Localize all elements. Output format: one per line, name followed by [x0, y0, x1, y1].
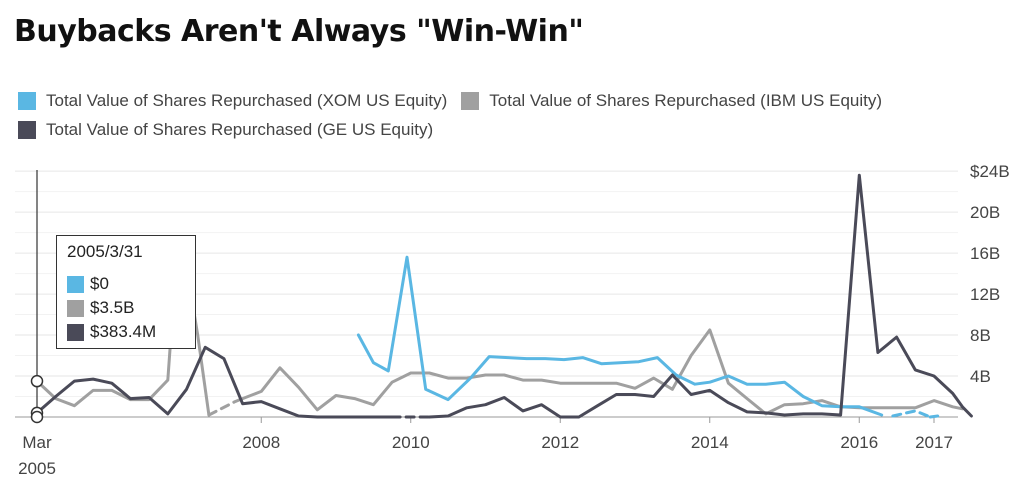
x-tick-label: 2010 — [392, 433, 430, 452]
y-tick-label: 16B — [970, 244, 1000, 263]
y-tick-label: 4B — [970, 367, 991, 386]
y-tick-label: 20B — [970, 203, 1000, 222]
series-lines — [35, 173, 973, 419]
x-tick-label: Mar — [22, 433, 52, 452]
tooltip-date: 2005/3/31 — [67, 242, 143, 261]
series-line-xom — [928, 414, 940, 419]
x-tick-label: 2016 — [840, 433, 878, 452]
legend-item-xom[interactable]: Total Value of Shares Repurchased (XOM U… — [18, 91, 447, 111]
series-line-ibm — [207, 397, 245, 417]
tooltip-swatch-ibm — [67, 299, 84, 317]
tooltip-value-xom: $0 — [90, 274, 109, 293]
x-axis: Mar 2005 2008 2010 2012 2014 2016 2017 — [15, 416, 958, 478]
legend-swatch-ge — [18, 120, 36, 139]
y-tick-label: 12B — [970, 285, 1000, 304]
legend-item-ibm[interactable]: Total Value of Shares Repurchased (IBM U… — [461, 91, 882, 111]
legend: Total Value of Shares Repurchased (XOM U… — [18, 86, 1018, 144]
x-tick-label: 2008 — [242, 433, 280, 452]
chart-title: Buybacks Aren't Always "Win-Win" — [14, 14, 584, 49]
tooltip: 2005/3/31 $0 $3.5B $383.4M — [56, 235, 196, 349]
legend-item-ge[interactable]: Total Value of Shares Repurchased (GE US… — [18, 120, 433, 140]
series-line-ge — [35, 345, 394, 419]
series-line-xom — [356, 255, 884, 417]
tooltip-row-ibm: $3.5B — [67, 298, 134, 318]
legend-label-ibm: Total Value of Shares Repurchased (IBM U… — [489, 90, 883, 110]
y-tick-label: 8B — [970, 326, 991, 345]
legend-label-xom: Total Value of Shares Repurchased (XOM U… — [46, 90, 448, 110]
x-tick-label: 2012 — [541, 433, 579, 452]
x-tick-label: 2014 — [691, 433, 729, 452]
tooltip-swatch-xom — [67, 275, 84, 293]
tooltip-value-ge: $383.4M — [90, 322, 157, 341]
cursor-marker-xom — [30, 410, 44, 424]
legend-label-ge: Total Value of Shares Repurchased (GE US… — [46, 119, 434, 139]
y-tick-label: $24B — [970, 162, 1010, 181]
legend-swatch-xom — [18, 91, 36, 110]
tooltip-row-ge: $383.4M — [67, 322, 156, 342]
hover-cursor — [30, 170, 44, 424]
y-axis: 4B 8B 12B 16B 20B $24B — [970, 162, 1010, 386]
x-tick-label-year: 2005 — [18, 459, 56, 478]
legend-swatch-ibm — [461, 91, 480, 110]
x-tick-label: 2017 — [915, 433, 953, 452]
tooltip-row-xom: $0 — [67, 274, 109, 294]
series-line-ge — [427, 173, 973, 419]
tooltip-swatch-ge — [67, 323, 84, 341]
tooltip-value-ibm: $3.5B — [90, 298, 135, 317]
cursor-marker-ibm — [30, 374, 44, 388]
series-line-xom — [891, 409, 932, 419]
